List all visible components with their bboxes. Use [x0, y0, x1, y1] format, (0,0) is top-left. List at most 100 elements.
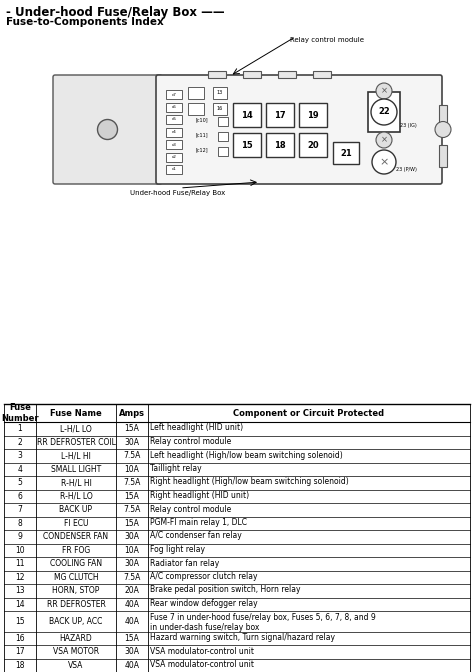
Text: BACK UP: BACK UP [60, 505, 92, 514]
Circle shape [372, 150, 396, 174]
Text: 15A: 15A [125, 519, 139, 528]
Bar [333, 142, 359, 164]
Text: A/C compressor clutch relay: A/C compressor clutch relay [150, 572, 257, 581]
Bar [188, 103, 204, 115]
Text: ×: × [381, 87, 388, 95]
Text: 2: 2 [18, 437, 22, 447]
Text: 8: 8 [18, 519, 22, 528]
Text: 12: 12 [15, 573, 25, 582]
Text: Right headlight (High/low beam switching solenoid): Right headlight (High/low beam switching… [150, 478, 349, 487]
Text: 15A: 15A [125, 634, 139, 642]
Text: 40A: 40A [125, 661, 139, 670]
Text: 20A: 20A [125, 586, 139, 595]
Text: Fog light relay: Fog light relay [150, 545, 205, 554]
Text: 20: 20 [307, 140, 319, 149]
Bar [243, 71, 261, 78]
Text: A/C condenser fan relay: A/C condenser fan relay [150, 532, 242, 540]
Bar [218, 147, 228, 156]
Text: 9: 9 [18, 532, 22, 541]
Text: 15: 15 [15, 617, 25, 626]
Text: Left headlight (HID unit): Left headlight (HID unit) [150, 423, 243, 433]
Text: - Under-hood Fuse/Relay Box ——: - Under-hood Fuse/Relay Box —— [6, 6, 225, 19]
Text: 7.5A: 7.5A [123, 505, 141, 514]
Text: c1: c1 [172, 167, 176, 171]
Bar [166, 165, 182, 174]
Bar [166, 128, 182, 136]
Text: Rear window defogger relay: Rear window defogger relay [150, 599, 258, 608]
Text: Brake pedal position switch, Horn relay: Brake pedal position switch, Horn relay [150, 585, 301, 595]
Bar [439, 145, 447, 167]
Text: 15A: 15A [125, 424, 139, 433]
Text: Left headlight (High/low beam switching solenoid): Left headlight (High/low beam switching … [150, 450, 343, 460]
Text: 30A: 30A [125, 647, 139, 657]
Text: FI ECU: FI ECU [64, 519, 88, 528]
FancyBboxPatch shape [156, 75, 442, 184]
Text: 10: 10 [15, 546, 25, 555]
Text: Relay control module: Relay control module [150, 505, 231, 513]
Bar [166, 115, 182, 124]
Text: 40A: 40A [125, 617, 139, 626]
Text: 40A: 40A [125, 599, 139, 609]
Text: Relay control module: Relay control module [150, 437, 231, 446]
Text: 18: 18 [15, 661, 25, 670]
Text: [c10]: [c10] [196, 118, 209, 122]
Bar [368, 92, 400, 132]
Bar [233, 133, 261, 157]
Text: Component or Circuit Protected: Component or Circuit Protected [233, 409, 384, 417]
Circle shape [435, 122, 451, 138]
Text: 16: 16 [15, 634, 25, 642]
Bar [266, 103, 294, 127]
Text: 30A: 30A [125, 437, 139, 447]
Text: 5: 5 [18, 478, 22, 487]
Text: 7.5A: 7.5A [123, 478, 141, 487]
Text: PGM-FI main relay 1, DLC: PGM-FI main relay 1, DLC [150, 518, 247, 527]
Bar [233, 103, 261, 127]
Text: c2: c2 [172, 155, 176, 159]
Bar [299, 103, 327, 127]
Text: COOLING FAN: COOLING FAN [50, 559, 102, 569]
Text: 13: 13 [15, 586, 25, 595]
Text: 14: 14 [15, 599, 25, 609]
Bar [208, 71, 226, 78]
Text: 19: 19 [307, 110, 319, 120]
Text: BACK UP, ACC: BACK UP, ACC [49, 617, 103, 626]
Text: c3: c3 [172, 142, 176, 146]
Bar [188, 87, 204, 99]
Text: 23 (P/W): 23 (P/W) [396, 167, 417, 173]
Text: 17: 17 [274, 110, 286, 120]
Text: L-H/L LO: L-H/L LO [60, 424, 92, 433]
Bar [299, 133, 327, 157]
Text: VSA modulator-control unit: VSA modulator-control unit [150, 660, 254, 669]
Text: 18: 18 [274, 140, 286, 149]
Circle shape [371, 99, 397, 125]
Bar [213, 87, 227, 99]
Text: 14: 14 [241, 110, 253, 120]
Text: 3: 3 [18, 452, 22, 460]
Text: c5: c5 [172, 118, 176, 122]
Circle shape [376, 132, 392, 148]
Text: RR DEFROSTER: RR DEFROSTER [46, 599, 105, 609]
Text: R-H/L LO: R-H/L LO [60, 492, 92, 501]
Text: L-H/L HI: L-H/L HI [61, 452, 91, 460]
Text: ×: × [381, 136, 388, 144]
Text: 10A: 10A [125, 465, 139, 474]
Text: 15: 15 [241, 140, 253, 149]
Circle shape [376, 83, 392, 99]
Bar [218, 132, 228, 141]
Text: R-H/L HI: R-H/L HI [61, 478, 91, 487]
Bar [278, 71, 296, 78]
Text: HAZARD: HAZARD [60, 634, 92, 642]
Text: 11: 11 [15, 559, 25, 569]
Text: Relay control module: Relay control module [290, 37, 364, 43]
Bar [166, 140, 182, 149]
Text: Fuse Name: Fuse Name [50, 409, 102, 417]
Bar [313, 71, 331, 78]
Text: 21: 21 [340, 149, 352, 157]
Text: [c12]: [c12] [196, 147, 209, 153]
Text: HORN, STOP: HORN, STOP [52, 586, 100, 595]
Text: Fuse-to-Components Index: Fuse-to-Components Index [6, 17, 164, 27]
Text: RR DEFROSTER COIL: RR DEFROSTER COIL [36, 437, 116, 447]
Text: [c11]: [c11] [196, 132, 209, 138]
Text: 22: 22 [378, 108, 390, 116]
Text: 30A: 30A [125, 532, 139, 541]
